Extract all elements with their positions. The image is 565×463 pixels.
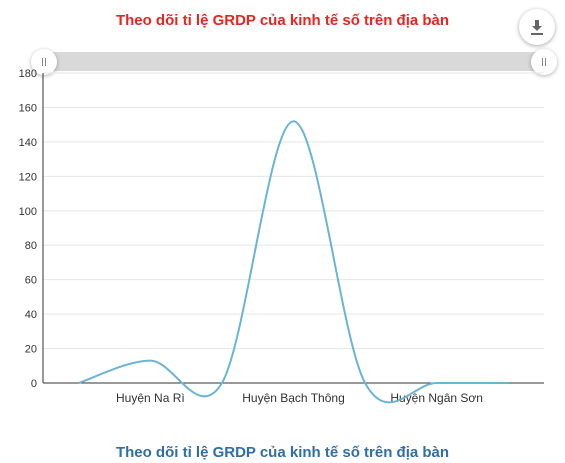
- chart-caption: Theo dõi tỉ lệ GRDP của kinh tế số trên …: [115, 444, 450, 461]
- y-tick-label: 140: [19, 137, 37, 149]
- y-tick-label: 120: [19, 171, 37, 183]
- y-tick-label: 160: [19, 102, 37, 114]
- y-tick-label: 20: [25, 344, 37, 356]
- x-tick-label: Huyện Bạch Thông: [242, 391, 345, 405]
- y-tick-label: 100: [19, 206, 37, 218]
- navigator-left-handle[interactable]: [31, 49, 57, 75]
- chart-title: Theo dõi tỉ lệ GRDP của kinh tế số trên …: [115, 12, 450, 29]
- download-button[interactable]: [519, 9, 555, 45]
- y-tick-label: 180: [19, 68, 37, 80]
- navigator-right-handle[interactable]: [531, 49, 557, 75]
- download-icon: [531, 20, 543, 35]
- y-tick-label: 60: [25, 275, 37, 287]
- series-line[interactable]: [78, 120, 509, 404]
- x-tick-label: Huyện Ngân Sơn: [390, 391, 483, 405]
- y-tick-label: 0: [31, 378, 37, 390]
- range-navigator[interactable]: [43, 52, 544, 71]
- x-tick-label: Huyện Na Rì: [116, 391, 185, 405]
- y-tick-label: 80: [25, 240, 37, 252]
- y-tick-label: 40: [25, 309, 37, 321]
